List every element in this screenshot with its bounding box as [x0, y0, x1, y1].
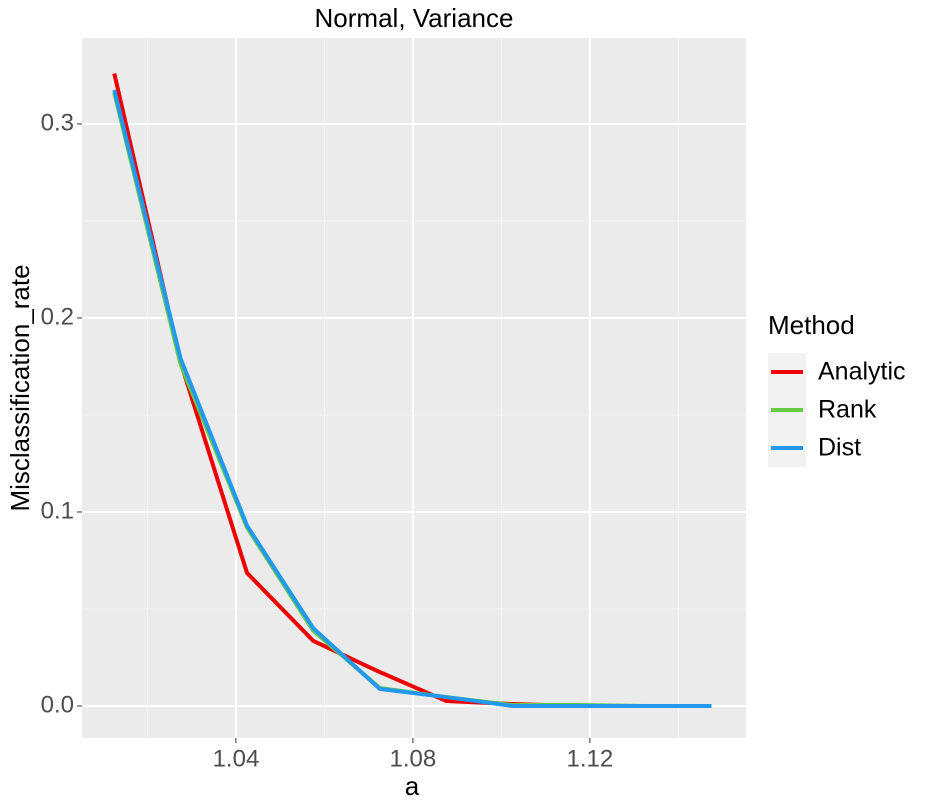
- x-axis-label: a: [405, 771, 420, 801]
- x-tick-label: 1.12: [566, 745, 613, 772]
- x-tick-label: 1.08: [390, 745, 437, 772]
- chart-title: Normal, Variance: [315, 3, 514, 33]
- y-tick-label: 0.2: [41, 303, 74, 330]
- legend-title: Method: [768, 310, 855, 340]
- y-tick-label: 0.1: [41, 497, 74, 524]
- legend-label: Rank: [818, 396, 877, 424]
- legend-label: Analytic: [818, 358, 906, 386]
- y-axis-label: Misclassification_rate: [5, 264, 35, 511]
- panel: [82, 38, 746, 738]
- line: [112, 89, 712, 708]
- x-tick-label: 1.04: [213, 745, 260, 772]
- y-tick-label: 0.0: [41, 691, 74, 718]
- y-tick-label: 0.3: [41, 109, 74, 136]
- legend-label: Dist: [818, 434, 861, 462]
